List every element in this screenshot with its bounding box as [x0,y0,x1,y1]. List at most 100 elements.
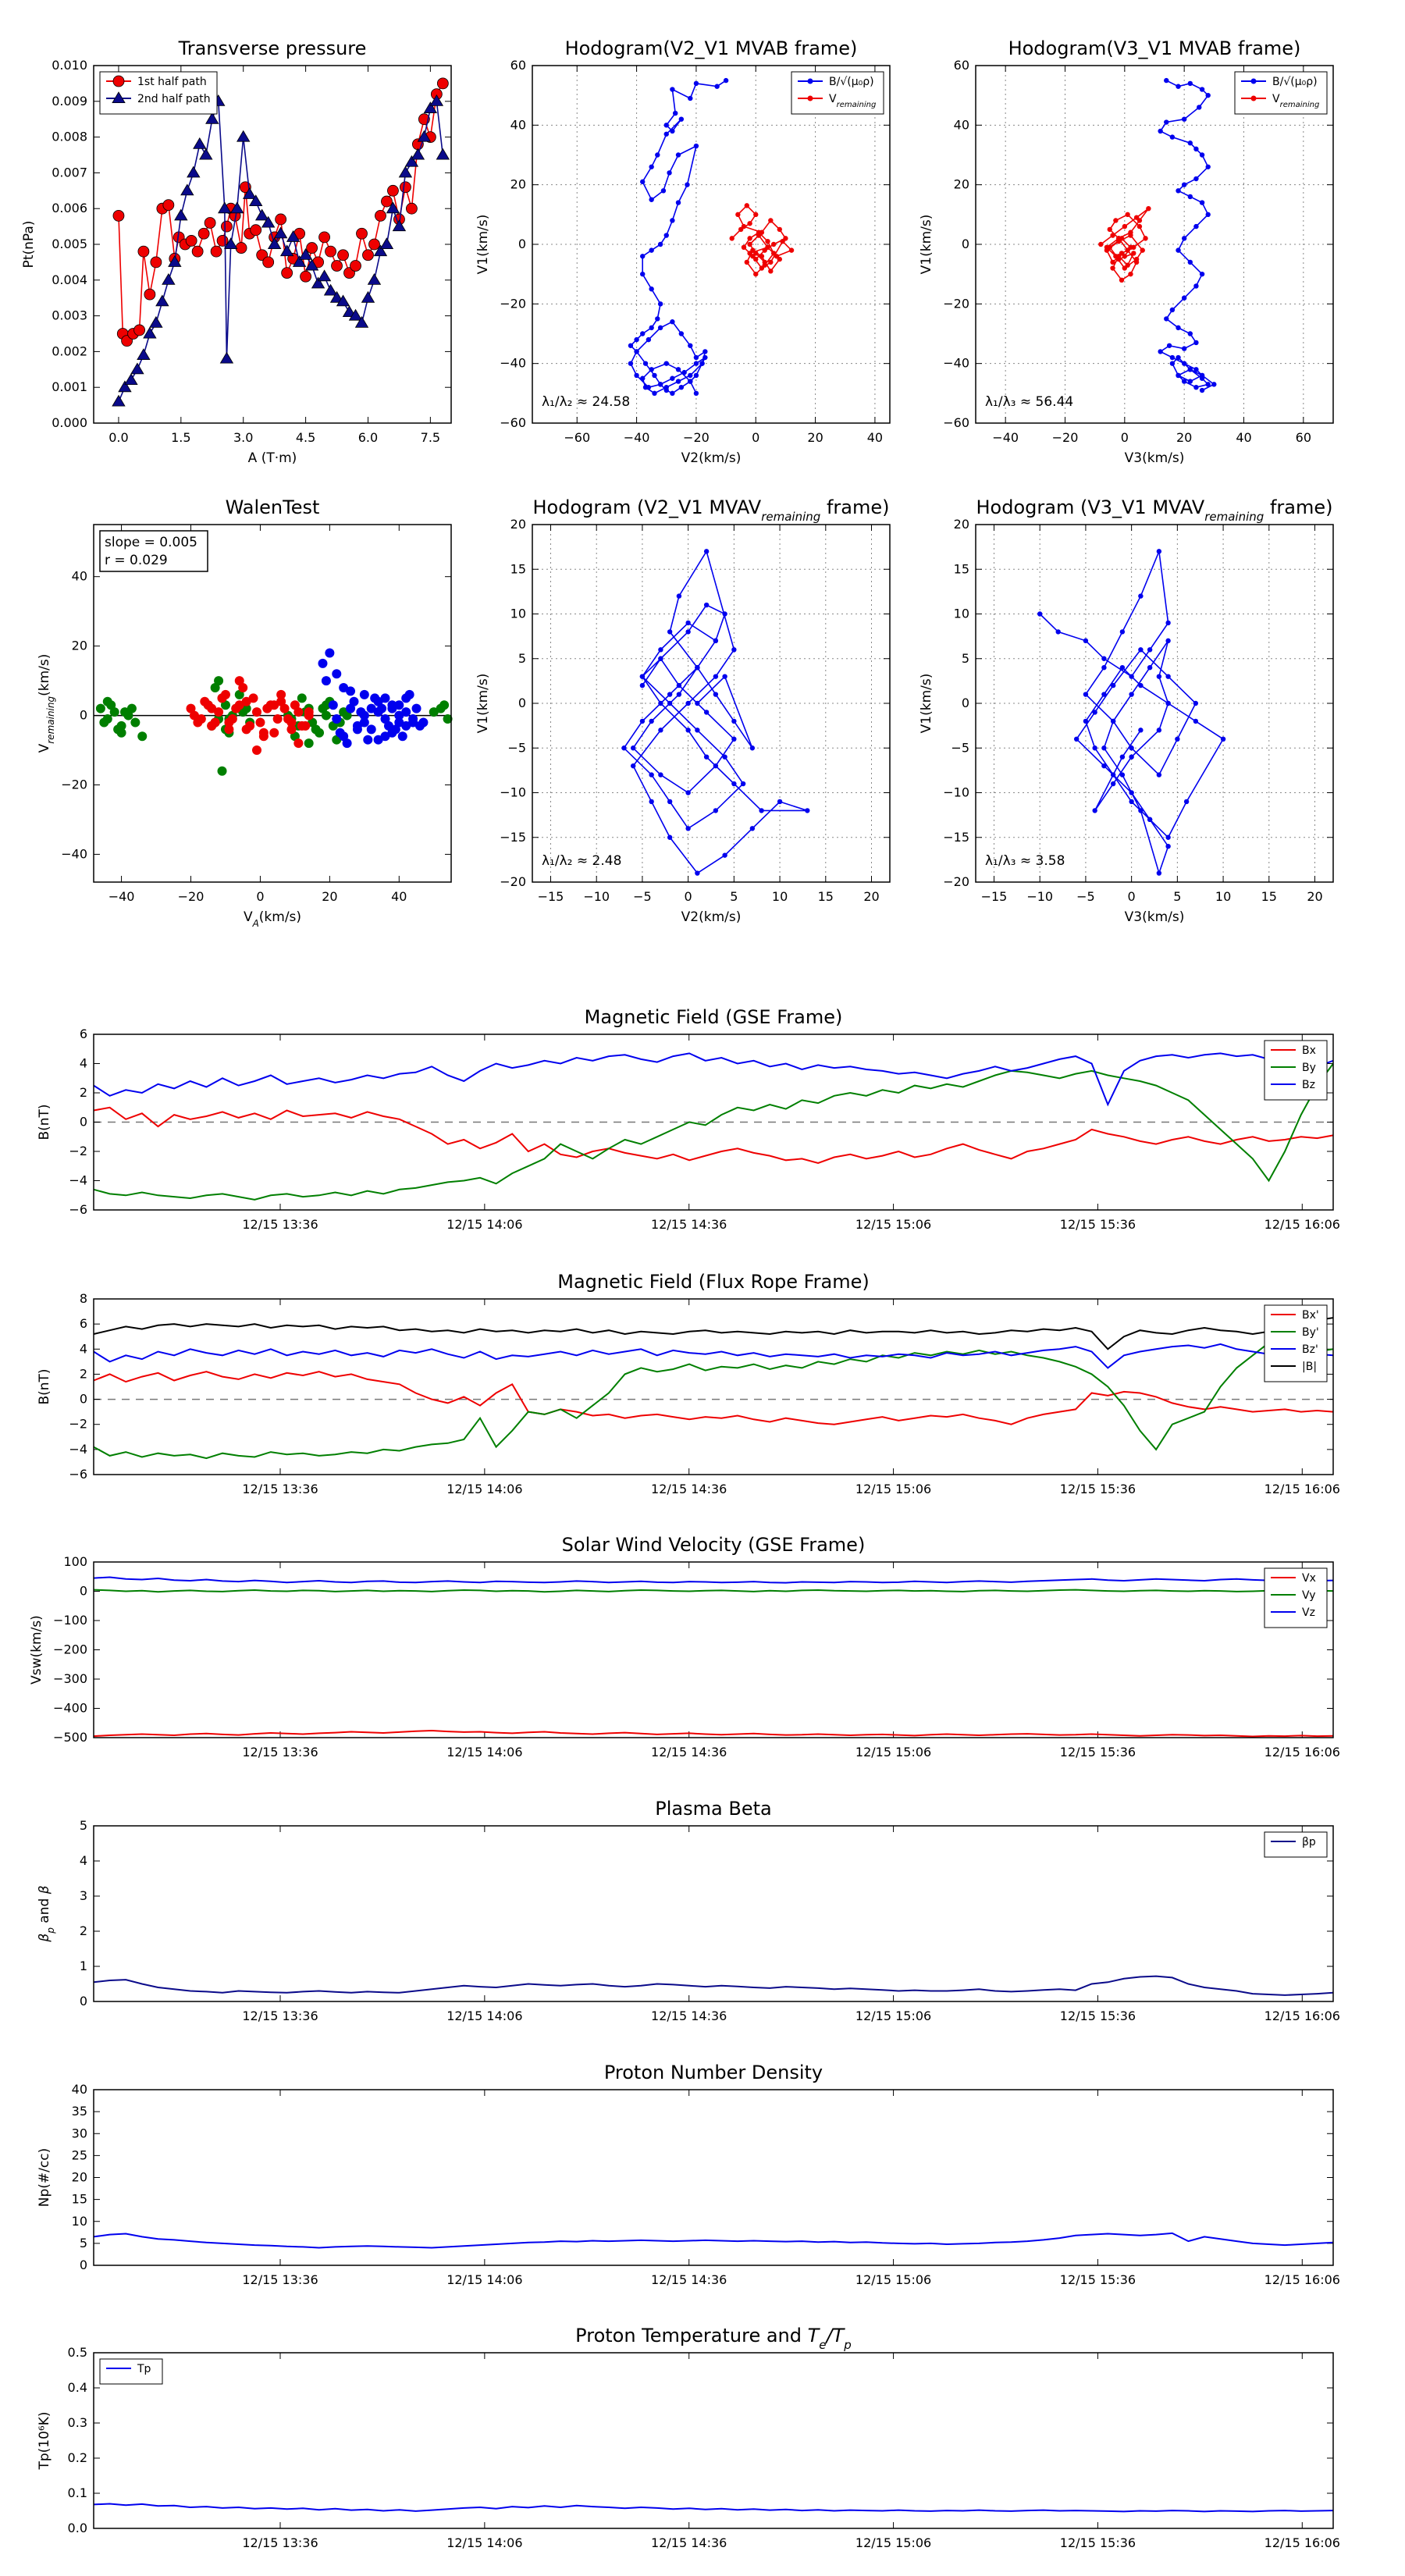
data-point [186,703,196,713]
data-point [224,237,238,250]
x-tick-label-3: 0 [752,430,759,445]
data-point [342,305,357,318]
data-point [714,84,720,89]
data-point [1113,218,1119,223]
data-point [1107,244,1112,251]
series-line-Tp [93,2503,1334,2513]
data-point [436,77,449,90]
data-point [1110,259,1115,265]
data-point [221,220,233,233]
data-point [251,707,261,717]
data-point [387,703,397,713]
data-point [1193,340,1199,346]
data-point [1119,236,1125,241]
data-point [243,187,257,199]
data-point [217,766,227,776]
x-tick-label-3: 12/15 15:06 [855,1482,931,1496]
data-point [780,238,785,244]
plot-frame [93,1561,1334,1738]
y-tick-label-1: −20 [61,777,87,792]
data-point [162,199,175,212]
data-point [286,724,297,735]
data-point [311,724,321,735]
x-tick-label-0: 12/15 13:36 [242,1217,318,1232]
legend-label-0: Vx [1302,1572,1316,1585]
plot-frame [975,524,1334,883]
y-tick-label-1: −40 [943,356,969,371]
data-point [1176,247,1181,253]
y-tick-label-7: 15 [510,561,526,576]
y-tick-label-5: 4 [80,1341,87,1356]
slope-text: slope = 0.005 [105,535,197,550]
data-point [713,692,719,697]
data-point [1169,307,1176,313]
eigenvalue-ratio: λ₁/λ₃ ≈ 56.44 [985,394,1073,410]
data-point [703,754,710,760]
y-axis-label: Np(#/cc) [37,2148,52,2207]
y-tick-label-3: 20 [72,639,87,653]
plot-frame [975,65,1334,424]
data-point [1092,710,1097,715]
data-point [210,717,220,728]
data-point [765,244,770,251]
data-point [685,826,691,831]
r-value-text: r = 0.029 [105,553,168,568]
data-point [1181,236,1187,241]
data-point [318,658,328,668]
series-line--p [93,1975,1334,1996]
x-tick-label-0: −15 [981,889,1008,904]
data-point [241,696,251,706]
data-point [735,212,741,218]
x-tick-label-3: 12/15 15:06 [855,2535,931,2550]
data-point [1193,283,1199,289]
data-point [193,137,207,149]
data-point [1211,382,1217,387]
data-point [1110,233,1115,238]
legend-marker-0 [1250,78,1257,84]
data-point [1169,361,1176,366]
data-point [373,696,383,706]
x-tick-label-5: 10 [772,889,788,904]
y-tick-label-4: 2 [80,1085,87,1100]
y-tick-label-0: −6 [69,1202,87,1217]
y-axis-label: V1(km/s) [919,674,934,734]
x-tick-label-7: 20 [1307,889,1322,904]
legend: Tp [99,2358,163,2385]
data-point [392,219,407,232]
y-tick-label-6: 30 [72,2126,87,2140]
chart-title: Proton Temperature and Te/Tp [575,2325,852,2352]
data-point [649,197,654,202]
series-line-By- [93,1342,1334,1460]
data-point [729,236,735,241]
data-point [1205,164,1211,169]
data-point [120,707,130,717]
data-point [663,361,669,366]
data-point [210,245,222,258]
data-point [185,235,197,247]
x-tick-label-7: 20 [863,889,879,904]
y-tick-label-3: 0.003 [52,308,87,323]
data-point [658,772,663,777]
x-tick-label-2: 12/15 14:36 [651,1482,727,1496]
data-point [1187,194,1193,200]
data-point [423,101,438,113]
data-point [663,123,669,128]
data-point [1110,781,1116,787]
x-tick-label-5: 12/15 16:06 [1264,1217,1340,1232]
data-point [649,799,654,805]
y-tick-label-8: 20 [510,517,526,532]
chart-title: Proton Number Density [604,2062,823,2083]
data-point [298,247,313,260]
data-point [713,808,719,813]
x-tick-label-1: 12/15 14:06 [446,2535,522,2550]
data-point [675,200,681,205]
y-axis-label: βp and β [37,1885,56,1942]
data-point [349,696,359,706]
data-point [703,602,710,608]
plot-frame [93,1825,1334,2002]
legend-label-1: Vy [1302,1589,1316,1602]
y-tick-label-2: 2 [80,1923,87,1938]
data-point [304,738,314,749]
plot-area [94,2353,1333,2528]
legend-marker-1 [112,91,126,104]
